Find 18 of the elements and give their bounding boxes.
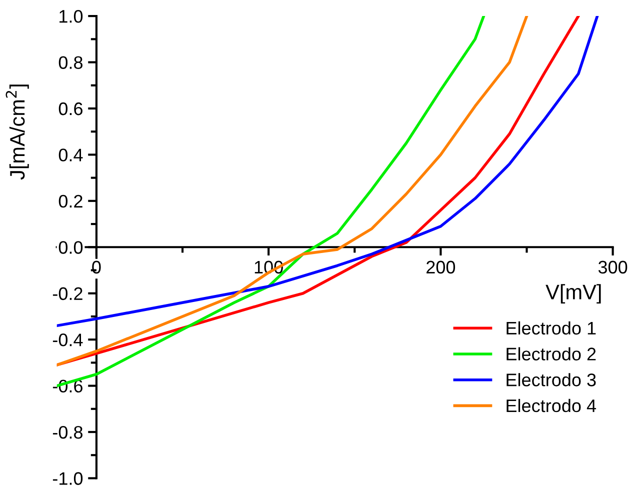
x-tick-label: 200	[426, 260, 456, 274]
y-tick-label: 1.0	[60, 10, 83, 23]
y-tick-label: 0.6	[58, 102, 82, 116]
y-axis-title: J[mA/cm$^{2}$]	[6, 84, 29, 180]
x-axis-title: V[mV]	[546, 284, 601, 304]
y-tick-label: 0.4	[58, 148, 83, 162]
legend-label: Electrodo 3	[506, 373, 596, 386]
y-tick-label: -1.0	[52, 472, 83, 485]
y-tick-label: 0.2	[58, 194, 82, 208]
legend-label: Electrodo 1	[506, 321, 596, 335]
legend-label: Electrodo 4	[506, 398, 596, 412]
y-tick-label: -0.8	[52, 426, 82, 439]
y-tick-label: -0.4	[52, 334, 83, 346]
y-tick-label: 0.0	[58, 241, 83, 254]
y-tick-label: -0.2	[52, 287, 82, 300]
y-tick-label: 0.8	[58, 56, 82, 69]
x-tick-label: 300	[598, 260, 628, 274]
legend-label: Electrodo 2	[506, 347, 596, 360]
